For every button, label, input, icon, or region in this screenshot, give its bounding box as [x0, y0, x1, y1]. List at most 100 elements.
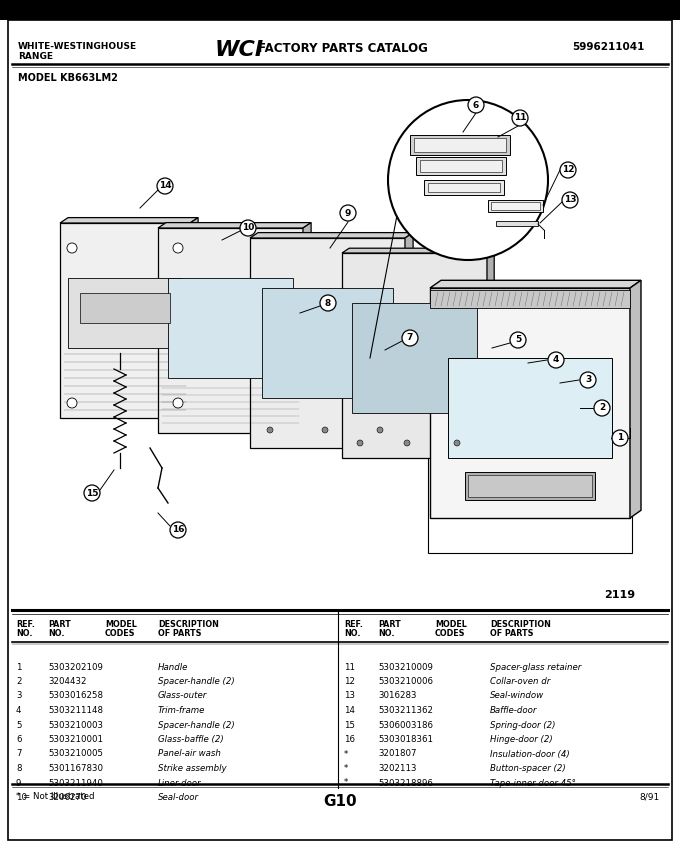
Text: 9: 9 [345, 209, 351, 217]
Text: 5303210003: 5303210003 [48, 721, 103, 729]
Bar [0, 0, 680, 20]
Text: 5303018361: 5303018361 [378, 735, 433, 744]
Text: CODES: CODES [105, 629, 135, 638]
Text: Tape-inner door 45°: Tape-inner door 45° [490, 778, 576, 788]
Text: *: * [344, 778, 348, 788]
Text: 16: 16 [172, 526, 184, 534]
Text: *: * [344, 750, 348, 758]
Text: 3206270: 3206270 [48, 793, 86, 802]
Bar [262, 288, 393, 398]
Text: 2: 2 [599, 404, 605, 412]
Text: 3016283: 3016283 [378, 691, 416, 700]
Text: 5306003186: 5306003186 [378, 721, 433, 729]
Circle shape [594, 400, 610, 416]
Circle shape [468, 97, 484, 113]
Polygon shape [250, 232, 413, 238]
Text: FACTORY PARTS CATALOG: FACTORY PARTS CATALOG [258, 42, 428, 55]
Circle shape [612, 430, 628, 446]
Text: G10: G10 [323, 794, 357, 809]
Polygon shape [158, 223, 311, 228]
Text: OF PARTS: OF PARTS [158, 629, 201, 638]
Text: NO.: NO. [344, 629, 360, 638]
Text: 5303210001: 5303210001 [48, 735, 103, 744]
Circle shape [170, 522, 186, 538]
Bar [430, 290, 630, 308]
Circle shape [84, 485, 100, 501]
Text: Button-spacer (2): Button-spacer (2) [490, 764, 566, 773]
Text: 10: 10 [16, 793, 27, 802]
Circle shape [173, 398, 183, 408]
Polygon shape [303, 223, 311, 433]
Circle shape [548, 352, 564, 368]
Text: 8/91: 8/91 [640, 792, 660, 801]
Text: Spacer-glass retainer: Spacer-glass retainer [490, 662, 581, 672]
Polygon shape [60, 218, 198, 223]
Circle shape [512, 110, 528, 126]
Bar [410, 135, 510, 155]
Circle shape [388, 100, 548, 260]
Text: 5: 5 [16, 721, 22, 729]
Text: 5303016258: 5303016258 [48, 691, 103, 700]
Bar [468, 475, 592, 497]
Circle shape [357, 440, 363, 446]
Bar [488, 200, 543, 212]
Text: Seal-door: Seal-door [158, 793, 199, 802]
Polygon shape [630, 281, 641, 518]
Text: NO.: NO. [48, 629, 65, 638]
Text: Trim-frame: Trim-frame [158, 706, 205, 715]
Text: REF.: REF. [16, 620, 35, 629]
Circle shape [157, 178, 173, 194]
Text: Panel-air wash: Panel-air wash [158, 750, 221, 758]
Text: Glass-outer: Glass-outer [158, 691, 207, 700]
Text: 14: 14 [344, 706, 355, 715]
Circle shape [377, 427, 383, 433]
Polygon shape [342, 248, 494, 253]
Text: Baffle-door: Baffle-door [490, 706, 537, 715]
Text: PART: PART [48, 620, 71, 629]
Text: REF.: REF. [344, 620, 363, 629]
Circle shape [562, 192, 578, 208]
Text: 5: 5 [515, 336, 521, 344]
Text: 9: 9 [16, 778, 21, 788]
Circle shape [320, 295, 336, 311]
Circle shape [560, 162, 576, 178]
Text: DESCRIPTION: DESCRIPTION [490, 620, 551, 629]
Text: WHITE-WESTINGHOUSE: WHITE-WESTINGHOUSE [18, 42, 137, 51]
Bar [424, 180, 504, 195]
Text: 12: 12 [562, 165, 574, 175]
Text: 6: 6 [16, 735, 22, 744]
Polygon shape [342, 253, 487, 458]
Circle shape [173, 243, 183, 253]
Text: 3: 3 [585, 376, 591, 384]
Circle shape [510, 332, 526, 348]
Text: 5303218896: 5303218896 [378, 778, 433, 788]
Bar [414, 138, 506, 152]
Text: 5303211362: 5303211362 [378, 706, 433, 715]
Text: 11: 11 [514, 114, 526, 122]
Text: WCI: WCI [215, 40, 264, 60]
Polygon shape [158, 228, 303, 433]
Text: Spacer-handle (2): Spacer-handle (2) [158, 721, 235, 729]
Bar [448, 358, 612, 458]
Text: Glass-baffle (2): Glass-baffle (2) [158, 735, 224, 744]
Text: Spacer-handle (2): Spacer-handle (2) [158, 677, 235, 686]
Bar [420, 160, 502, 172]
Text: 16: 16 [344, 735, 355, 744]
Circle shape [267, 427, 273, 433]
Circle shape [322, 427, 328, 433]
Polygon shape [430, 281, 641, 288]
Text: 8: 8 [16, 764, 22, 773]
Polygon shape [405, 232, 413, 448]
Text: 5303211148: 5303211148 [48, 706, 103, 715]
Circle shape [67, 398, 77, 408]
Circle shape [454, 440, 460, 446]
Text: 3202113: 3202113 [378, 764, 416, 773]
Text: 7: 7 [16, 750, 22, 758]
Text: 2: 2 [16, 677, 22, 686]
Text: 4: 4 [553, 355, 559, 365]
Bar [80, 293, 170, 323]
Text: 5303210005: 5303210005 [48, 750, 103, 758]
Text: RANGE: RANGE [18, 52, 53, 61]
Polygon shape [487, 248, 494, 458]
Text: Seal-window: Seal-window [490, 691, 544, 700]
